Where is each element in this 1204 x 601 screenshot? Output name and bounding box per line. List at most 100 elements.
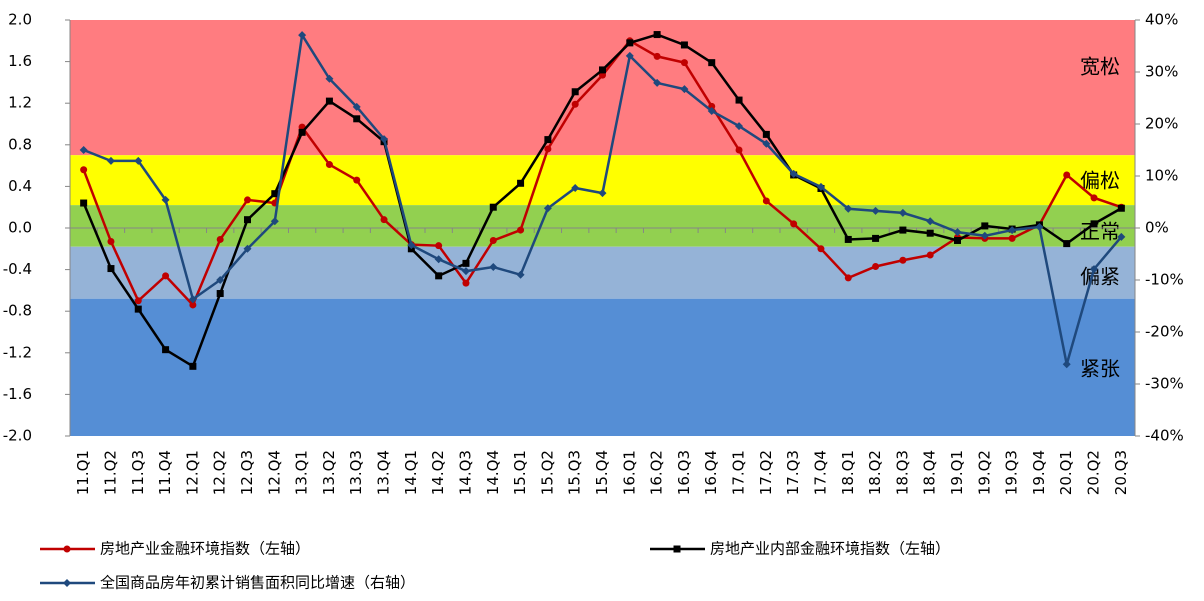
point [325, 97, 333, 105]
band [70, 155, 1135, 206]
x-tick-label: 15.Q4 [593, 450, 611, 495]
point [516, 270, 525, 279]
point [844, 274, 852, 282]
y-tick-label: -0.4 [3, 260, 32, 278]
y-tick-label: 2.0 [8, 11, 32, 29]
point [79, 146, 88, 154]
legend-label: 房地产业内部金融环境指数（左轴） [710, 540, 950, 558]
point [1090, 194, 1098, 202]
point [544, 145, 552, 153]
band [70, 246, 1135, 299]
point [1008, 226, 1017, 235]
point [789, 169, 798, 178]
point [462, 279, 470, 287]
x-tick-label: 17.Q3 [784, 450, 802, 495]
point [134, 156, 143, 165]
x-tick-label: 11.Q3 [129, 450, 147, 495]
point [680, 41, 688, 49]
legend-label: 房地产业金融环境指数（左轴） [100, 540, 310, 558]
point [762, 197, 770, 205]
y2-tick-label: 0% [1145, 219, 1169, 237]
point [1090, 220, 1098, 228]
x-tick-label: 13.Q2 [320, 450, 338, 495]
point [980, 231, 989, 240]
point [816, 182, 825, 191]
point [844, 235, 852, 243]
point [434, 255, 443, 264]
point [517, 179, 525, 187]
x-tick-label: 19.Q3 [1003, 450, 1021, 495]
point [680, 59, 688, 67]
point [517, 226, 525, 234]
x-tick-label: 11.Q1 [74, 450, 92, 495]
x-tick-label: 11.Q2 [101, 450, 119, 495]
point [898, 208, 907, 217]
point [80, 166, 88, 174]
point [325, 74, 334, 83]
point [461, 267, 470, 276]
x-tick-label: 17.Q1 [730, 450, 748, 495]
y2-tick-label: 10% [1145, 167, 1178, 185]
point [244, 216, 251, 224]
point [271, 190, 279, 198]
x-tick-label: 20.Q2 [1085, 450, 1103, 495]
point [1063, 171, 1071, 179]
point [189, 301, 197, 309]
point [216, 290, 224, 298]
point [489, 263, 498, 271]
point [626, 39, 634, 47]
point [872, 234, 880, 242]
point [844, 204, 853, 213]
x-tick-label: 14.Q1 [402, 450, 420, 495]
point [598, 189, 607, 198]
point [544, 136, 552, 144]
x-tick-label: 16.Q1 [620, 450, 638, 495]
point [353, 176, 361, 184]
point [735, 96, 743, 104]
point [708, 59, 716, 67]
legend-marker [673, 545, 681, 553]
point [435, 242, 443, 250]
x-tick-label: 16.Q3 [675, 450, 693, 495]
x-tick-label: 13.Q1 [293, 450, 311, 495]
band [70, 298, 1135, 436]
x-tick-label: 12.Q4 [265, 450, 283, 495]
point [216, 235, 224, 243]
y2-tick-label: -20% [1145, 323, 1184, 341]
point [817, 245, 825, 253]
band [70, 20, 1135, 156]
point [1117, 232, 1126, 241]
point [953, 228, 962, 237]
y2-tick-label: -10% [1145, 271, 1184, 289]
point [325, 161, 333, 169]
point [981, 222, 989, 230]
x-tick-label: 18.Q3 [893, 450, 911, 495]
point [680, 85, 689, 94]
y-tick-label: 0.4 [8, 177, 32, 195]
x-tick-label: 15.Q1 [511, 450, 529, 495]
point [352, 102, 361, 111]
point [653, 52, 661, 60]
point [80, 199, 88, 207]
point [407, 241, 416, 250]
point [543, 204, 552, 213]
x-tick-label: 17.Q2 [757, 450, 775, 495]
point [571, 88, 579, 96]
x-tick-label: 14.Q4 [484, 450, 502, 495]
point [380, 216, 388, 224]
point [1063, 240, 1071, 248]
x-tick-label: 14.Q3 [456, 450, 474, 495]
point [162, 346, 170, 354]
point [134, 305, 142, 313]
point [353, 115, 361, 123]
point [926, 251, 934, 259]
y2-tick-label: 20% [1145, 115, 1178, 133]
x-tick-label: 12.Q3 [238, 450, 256, 495]
y2-tick-label: -40% [1145, 427, 1184, 445]
x-tick-label: 18.Q2 [866, 450, 884, 495]
point [899, 256, 907, 264]
point [1062, 360, 1071, 369]
y-tick-label: 1.6 [8, 52, 32, 70]
point [790, 220, 798, 228]
